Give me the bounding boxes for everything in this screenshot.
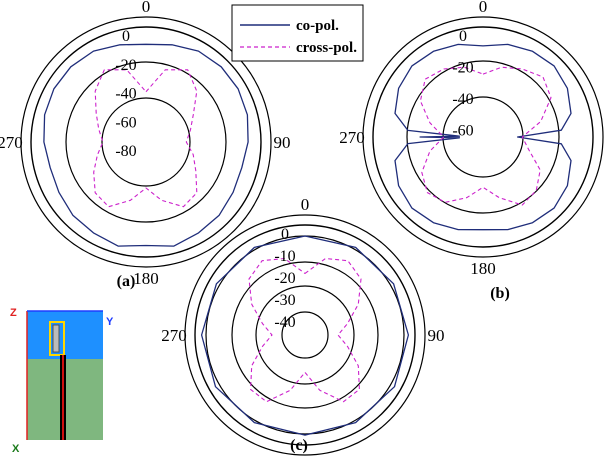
- inset-axis-x-label: X: [12, 443, 20, 455]
- radial-tick-label: 0: [122, 28, 130, 45]
- angle-label: 90: [274, 133, 291, 152]
- angle-label: 270: [161, 326, 187, 345]
- plot-caption: (c): [290, 437, 308, 454]
- legend-box: [231, 4, 364, 62]
- cross-pol-trace: [93, 69, 198, 208]
- grid-ring: [65, 61, 227, 223]
- radial-tick-label: -20: [452, 59, 473, 76]
- inset-axis-y-label: Y: [106, 316, 114, 328]
- radial-tick-label: -60: [115, 114, 136, 131]
- angle-label: 180: [133, 269, 159, 288]
- polar-plot-c: 0-10-20-30-40090180270(c): [161, 195, 444, 458]
- legend: co-pol. cross-pol.: [231, 4, 364, 62]
- angle-label: 270: [339, 128, 365, 147]
- radial-tick-label: -20: [274, 270, 295, 287]
- radial-tick-label: -10: [274, 248, 295, 265]
- plot-caption: (b): [490, 285, 510, 302]
- angle-label: 180: [470, 259, 496, 278]
- radial-tick-label: -40: [115, 86, 136, 103]
- grid-ring: [231, 261, 379, 409]
- outer-ring: [20, 16, 272, 268]
- angle-label: 0: [479, 0, 488, 16]
- grid-ring: [255, 285, 355, 385]
- angle-label: 90: [428, 326, 445, 345]
- radial-tick-label: -30: [274, 292, 295, 309]
- legend-cross-label: cross-pol.: [296, 40, 357, 56]
- grid-ring: [194, 224, 416, 446]
- grid-ring: [101, 97, 191, 187]
- cross-pol-trace: [248, 257, 362, 403]
- polar-plot-a: 0 -20 -40 -60 -80 0 90 180 270 (a): [0, 0, 291, 290]
- inset-patch: [49, 321, 65, 356]
- grid-ring: [281, 311, 329, 359]
- radial-tick-label: -80: [115, 143, 136, 160]
- radial-tick-label: 0: [459, 28, 467, 45]
- grid-ring: [30, 26, 262, 258]
- radial-tick-label: -40: [274, 314, 295, 331]
- polar-plot-b: 0-20-40-60090180270(b): [339, 0, 606, 302]
- angle-label: 0: [301, 195, 310, 214]
- cross-pol-trace: [419, 66, 552, 206]
- radial-tick-label: -60: [452, 122, 473, 139]
- grid-ring: [406, 60, 560, 214]
- co-pol-trace: [394, 43, 572, 231]
- outer-ring: [362, 16, 604, 258]
- inset-axis-z-label: Z: [10, 307, 17, 319]
- radial-tick-label: -20: [115, 57, 136, 74]
- grid-ring: [372, 26, 594, 248]
- inset-feed-core: [62, 355, 64, 440]
- inset-patch-slot: [52, 324, 60, 353]
- plot-caption: (a): [117, 273, 136, 290]
- co-pol-trace: [200, 235, 410, 436]
- legend-co-label: co-pol.: [296, 18, 339, 34]
- radial-tick-label: 0: [281, 226, 289, 243]
- co-pol-trace: [43, 43, 249, 247]
- angle-label: 270: [0, 133, 23, 152]
- outer-ring: [184, 214, 426, 456]
- radial-tick-label: -40: [452, 91, 473, 108]
- angle-label: 0: [142, 0, 151, 16]
- antenna-inset: Z Y X: [10, 307, 114, 455]
